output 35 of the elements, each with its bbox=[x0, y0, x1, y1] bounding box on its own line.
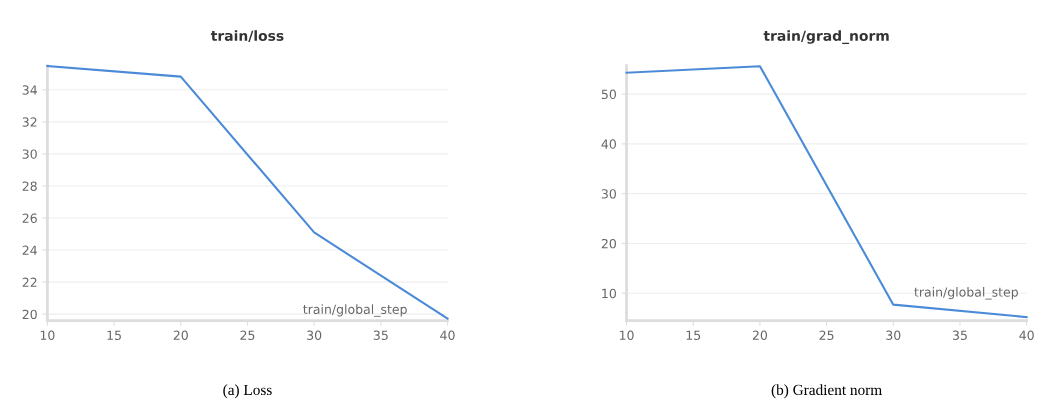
y-tick-label: 30 bbox=[601, 189, 616, 199]
x-tick-label: 30 bbox=[307, 330, 322, 340]
y-tick-label: 26 bbox=[22, 213, 37, 223]
x-tick-label: 15 bbox=[686, 330, 701, 340]
y-tick-label: 50 bbox=[601, 89, 616, 100]
y-tick-label: 24 bbox=[22, 245, 37, 255]
chart-title: train/grad_norm bbox=[763, 30, 889, 45]
x-axis-title: train/global_step bbox=[303, 304, 407, 317]
y-tick-label: 30 bbox=[22, 149, 37, 159]
line-series bbox=[625, 65, 1028, 319]
x-tick-label: 20 bbox=[173, 330, 188, 340]
x-tick-label: 40 bbox=[440, 330, 455, 340]
y-tick-label: 28 bbox=[22, 181, 37, 191]
x-tick-label: 40 bbox=[1019, 330, 1034, 340]
x-tick-label: 20 bbox=[752, 330, 768, 340]
y-tick-label: 32 bbox=[22, 117, 37, 127]
x-tick-label: 25 bbox=[819, 330, 834, 340]
chart-title: train/loss bbox=[210, 30, 284, 43]
x-tick-label: 35 bbox=[373, 330, 388, 340]
y-tick-label: 34 bbox=[22, 85, 37, 95]
line-series bbox=[46, 65, 449, 320]
x-tick-label: 35 bbox=[952, 330, 967, 340]
y-tick-label: 10 bbox=[602, 288, 616, 299]
x-tick-label: 10 bbox=[619, 330, 634, 340]
y-tick-label: 22 bbox=[22, 277, 37, 287]
x-tick-label: 10 bbox=[40, 330, 55, 340]
x-axis-title: train/global_step bbox=[914, 287, 1018, 300]
y-tick-label: 20 bbox=[22, 309, 37, 320]
y-tick-label: 40 bbox=[601, 139, 616, 149]
y-tick-label: 20 bbox=[601, 238, 616, 249]
x-tick-label: 30 bbox=[886, 330, 901, 340]
x-tick-label: 25 bbox=[240, 330, 255, 340]
text: (b) Gradient norm bbox=[771, 384, 882, 399]
x-tick-label: 15 bbox=[107, 330, 121, 340]
text: (a) Loss bbox=[223, 384, 272, 399]
